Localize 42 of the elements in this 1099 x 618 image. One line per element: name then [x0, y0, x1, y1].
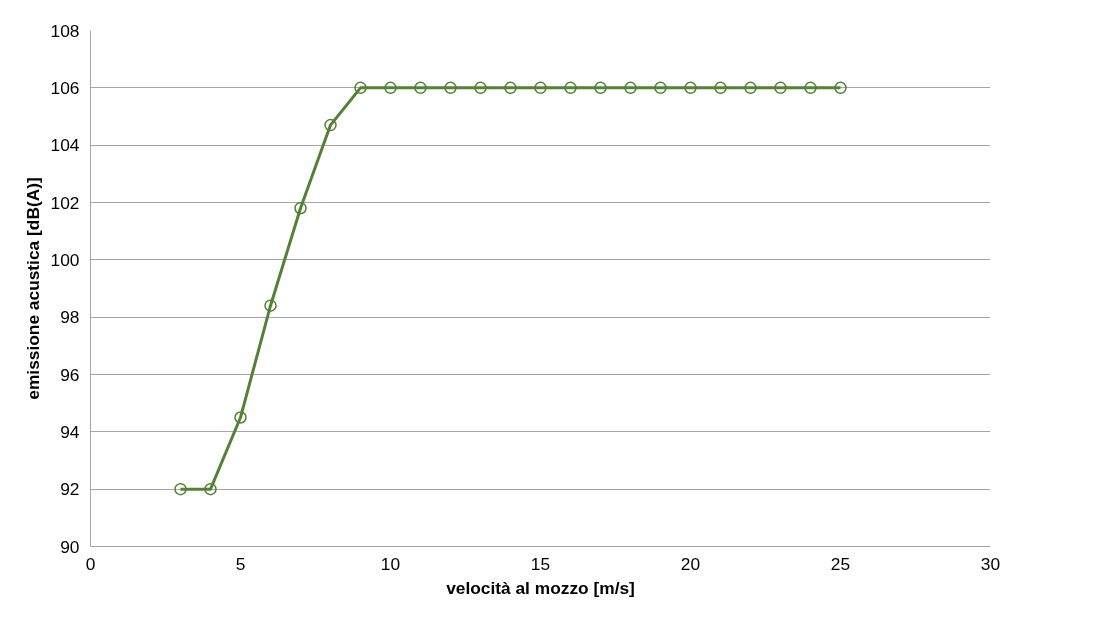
point [624, 81, 637, 95]
point [174, 482, 187, 496]
y-tick-label: 92 [60, 479, 80, 500]
y-axis-title: emissione acustica [dB(A)] [22, 177, 43, 400]
point [414, 81, 427, 95]
point [204, 482, 217, 496]
point [804, 81, 817, 95]
point [294, 201, 307, 215]
x-tick-label: 15 [530, 553, 551, 574]
y-tick-label: 104 [50, 135, 80, 156]
y-tick-label: 102 [50, 192, 80, 213]
point [744, 81, 757, 95]
x-tick-label: 5 [235, 553, 246, 574]
y-tick-label: 98 [60, 307, 80, 328]
point [654, 81, 667, 95]
point [234, 411, 247, 424]
x-tick-label: 30 [980, 553, 1001, 574]
x-tick-label: 0 [85, 553, 96, 574]
point [384, 81, 397, 95]
y-tick-label: 90 [60, 536, 80, 557]
point [834, 81, 847, 95]
point [714, 81, 727, 95]
point [684, 81, 697, 95]
y-tick-label: 108 [50, 20, 80, 41]
x-tick-label: 20 [680, 553, 701, 574]
point [354, 81, 367, 95]
y-tick-label: 100 [50, 249, 80, 270]
y-tick-label: 94 [60, 421, 80, 442]
point [474, 81, 487, 95]
x-tick-label: 10 [380, 553, 401, 574]
y-tick-label: 96 [60, 364, 80, 385]
y-tick-label: 106 [50, 77, 80, 98]
x-axis-title: velocità al mozzo [m/s] [446, 577, 635, 598]
point [264, 299, 277, 312]
point [504, 81, 517, 95]
point [594, 81, 607, 95]
point [774, 81, 787, 95]
point [534, 81, 547, 95]
x-tick-label: 25 [830, 553, 851, 574]
point [444, 81, 457, 95]
point [324, 118, 337, 132]
point [564, 81, 577, 95]
